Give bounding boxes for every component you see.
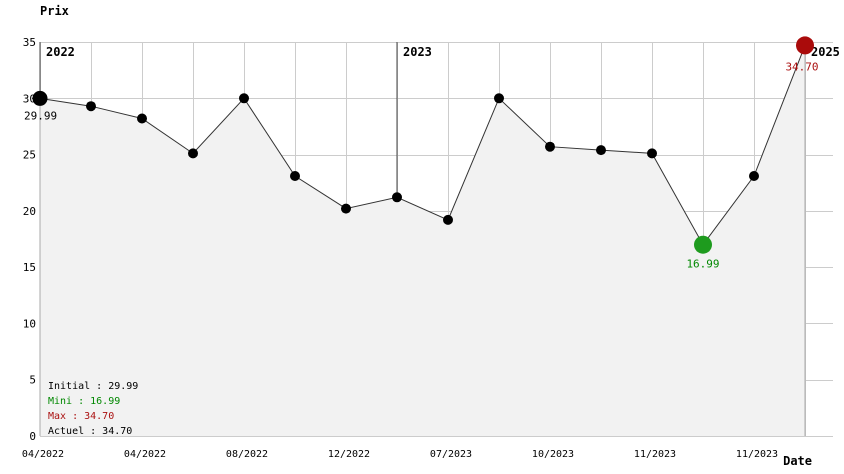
data-point: [290, 171, 300, 181]
data-point: [392, 192, 402, 203]
price-line: [39, 45, 806, 246]
data-point: [749, 171, 759, 181]
year-marker-label: 2022: [46, 45, 75, 59]
legend-initial: Initial : 29.99: [48, 381, 139, 392]
x-tick-label: 04/2022: [22, 449, 64, 460]
initial-price-label: 29.99: [24, 109, 57, 122]
max-price-point: [796, 36, 814, 55]
y-tick-label: 35: [23, 36, 36, 49]
data-point: [86, 101, 96, 112]
x-tick-label: 11/2023: [736, 449, 778, 460]
y-axis-title: Prix: [40, 4, 69, 18]
year-marker-label: 2023: [403, 45, 432, 59]
initial-price-point: [32, 90, 48, 106]
y-tick-label: 10: [23, 317, 36, 330]
max-price-label: 34.70: [785, 60, 818, 73]
y-tick-label: 5: [29, 374, 36, 387]
x-tick-label: 10/2023: [532, 449, 574, 460]
year-marker-label: 2025: [811, 45, 840, 59]
data-point: [647, 148, 657, 159]
area-fill: [40, 45, 805, 437]
data-point: [545, 141, 555, 152]
min-price-label: 16.99: [686, 258, 719, 271]
x-tick-label: 08/2022: [226, 449, 268, 460]
y-tick-label: 20: [23, 205, 36, 218]
data-point: [239, 93, 249, 104]
legend-actuel: Actuel : 34.70: [48, 426, 133, 437]
x-tick-label: 04/2022: [124, 449, 166, 460]
x-tick-label: 12/2022: [328, 449, 370, 460]
x-tick-label: 11/2023: [634, 449, 676, 460]
x-axis-title: Date: [783, 454, 812, 468]
data-point: [494, 93, 504, 104]
y-tick-label: 15: [23, 261, 36, 274]
legend-mini: Mini : 16.99: [48, 396, 121, 407]
data-point: [443, 214, 453, 225]
y-tick-label: 30: [23, 92, 36, 105]
data-point: [188, 148, 198, 159]
price-summary-legend: Initial : 29.99 Mini : 16.99 Max : 34.70…: [48, 379, 138, 439]
data-point: [596, 145, 606, 156]
y-tick-label: 25: [23, 149, 36, 162]
y-tick-label: 0: [29, 430, 36, 443]
data-point: [137, 113, 147, 124]
legend-max: Max : 34.70: [48, 411, 115, 422]
min-price-point: [694, 235, 712, 254]
x-tick-label: 07/2023: [430, 449, 472, 460]
data-point: [341, 203, 351, 214]
